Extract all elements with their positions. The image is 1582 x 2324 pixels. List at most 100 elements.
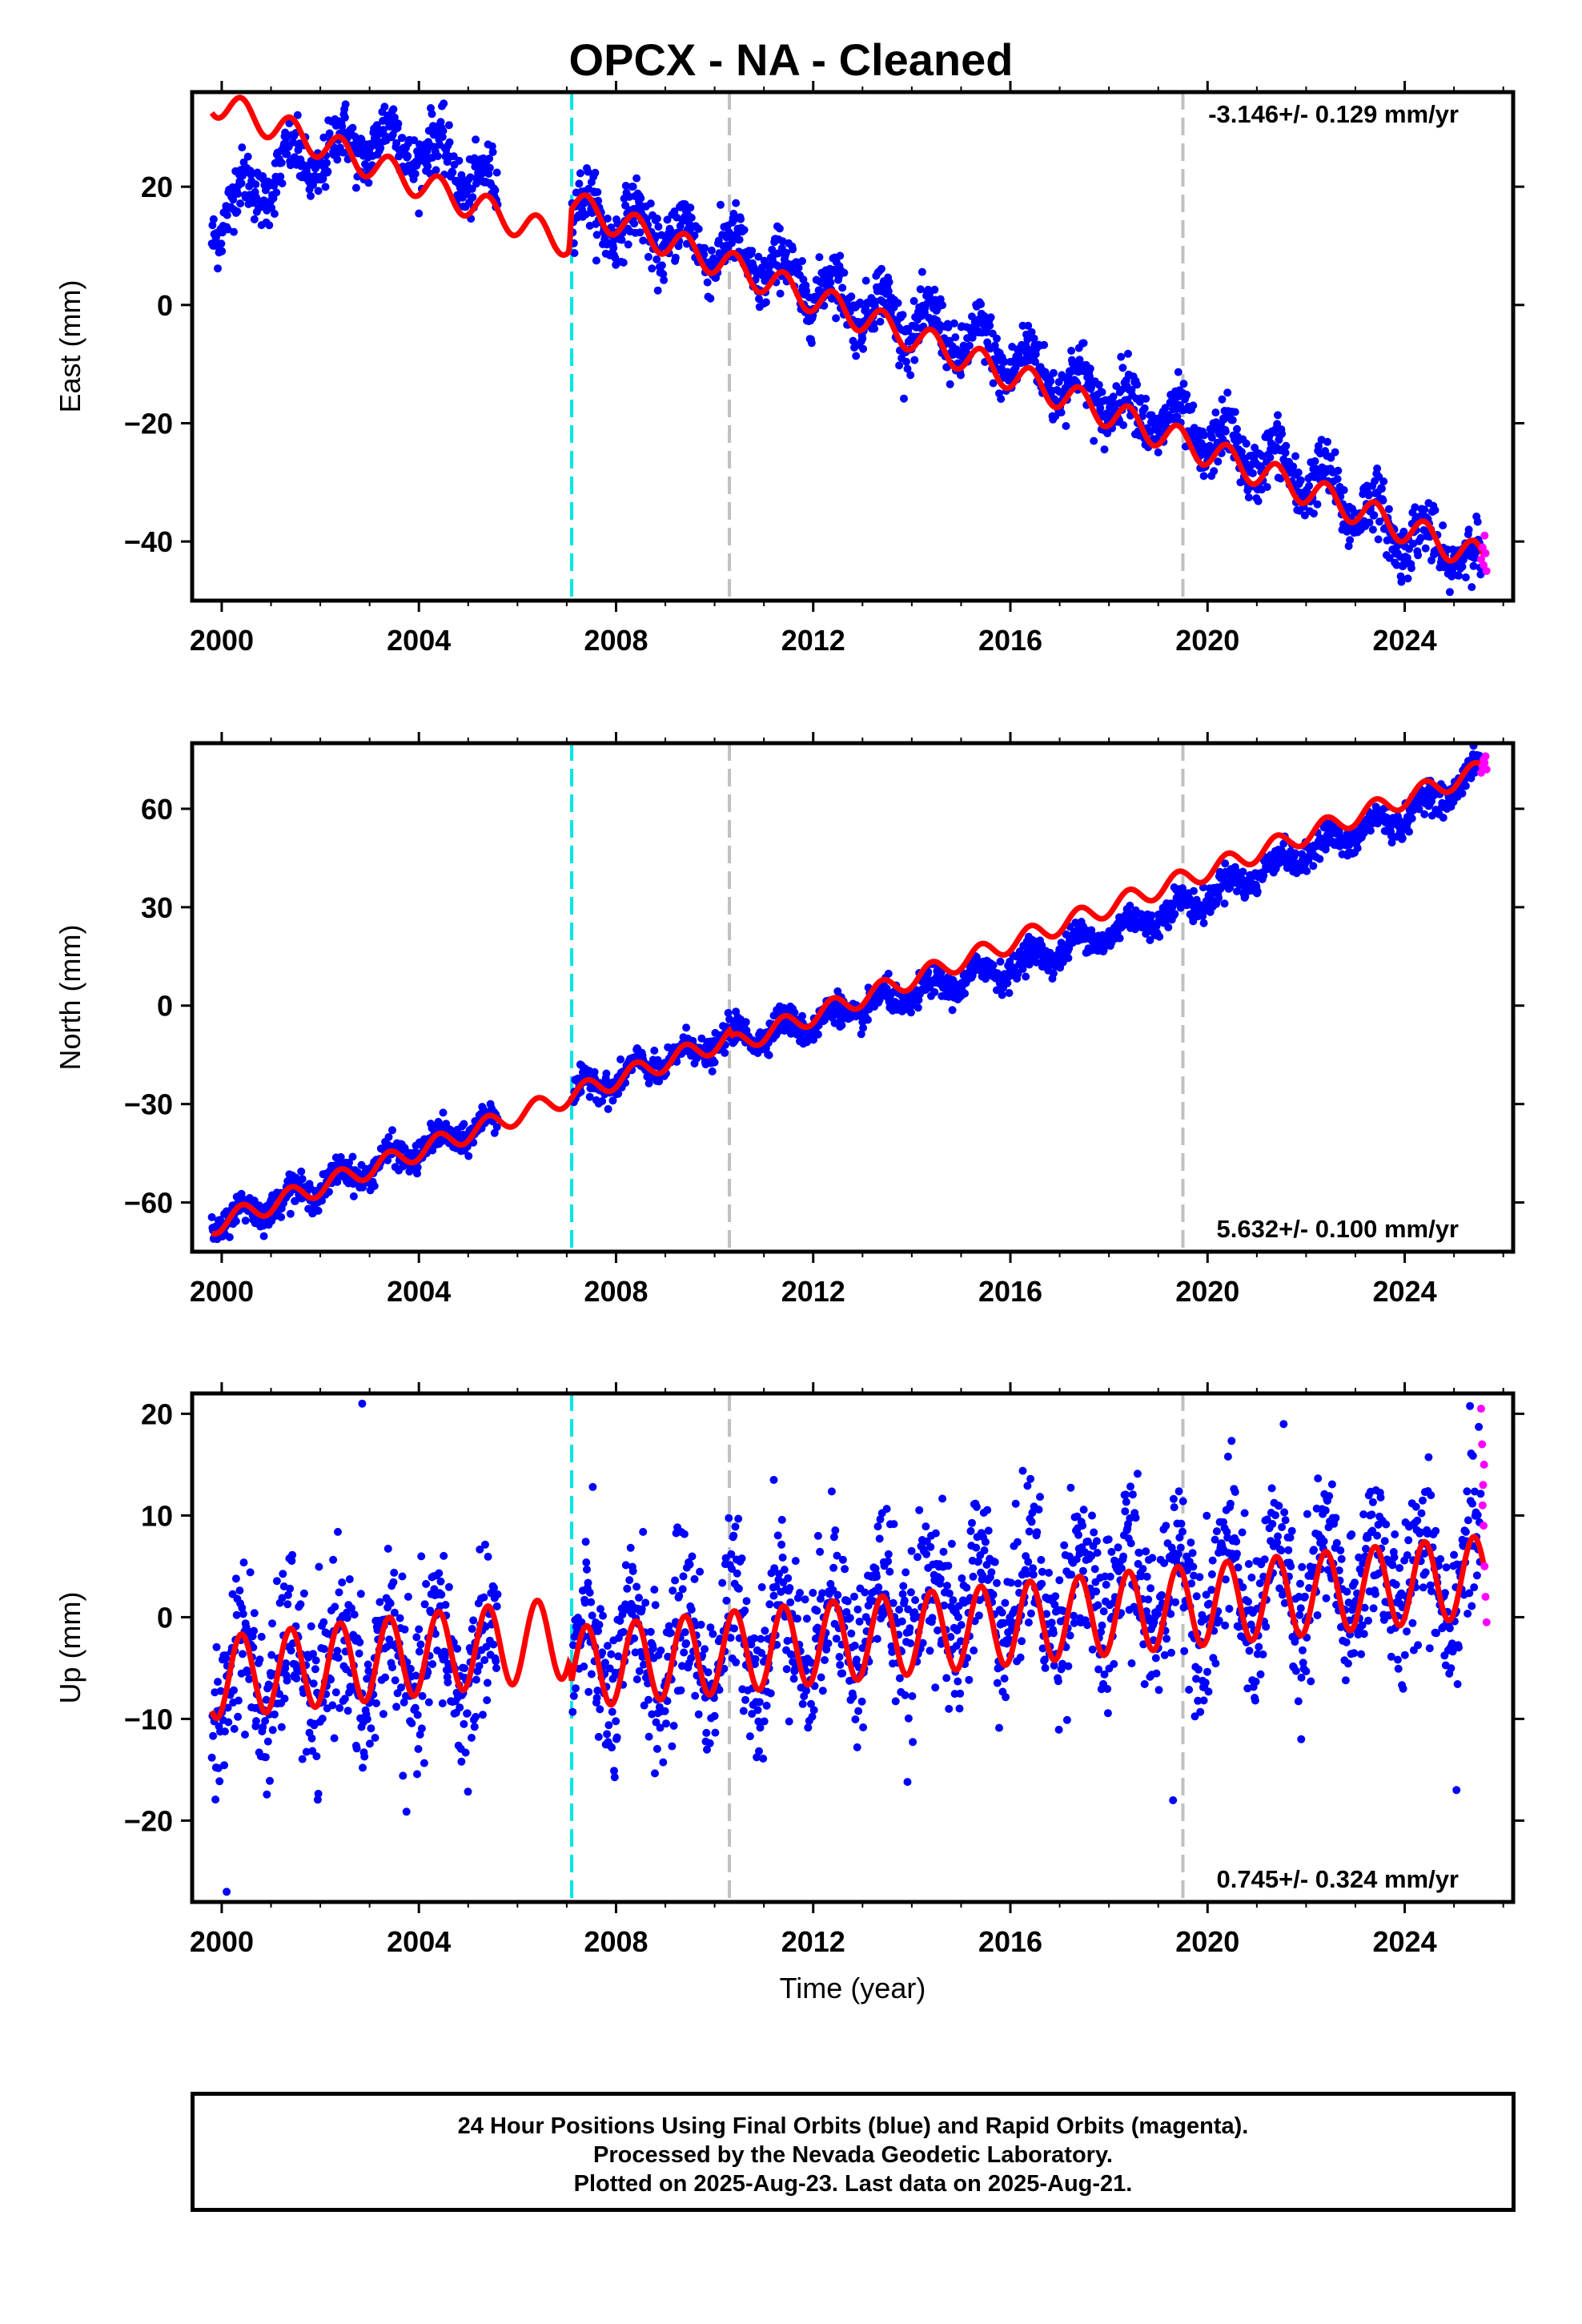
data-point bbox=[1333, 475, 1342, 484]
data-point bbox=[1313, 500, 1322, 509]
data-point bbox=[651, 1601, 660, 1610]
data-point bbox=[1370, 511, 1379, 520]
panel-east: 2000 2004 2008 2012 2016 2020 2024−40−20020Eas… bbox=[54, 81, 1524, 657]
data-point bbox=[968, 333, 977, 342]
data-point bbox=[1062, 422, 1070, 430]
data-point bbox=[323, 159, 331, 167]
data-point bbox=[1079, 339, 1088, 348]
data-point bbox=[1164, 923, 1173, 931]
data-point bbox=[268, 1619, 276, 1628]
data-point bbox=[1281, 448, 1290, 457]
data-point bbox=[340, 1695, 349, 1703]
data-point bbox=[433, 152, 442, 160]
data-point bbox=[1244, 493, 1253, 502]
data-point bbox=[1215, 894, 1223, 903]
data-point bbox=[910, 356, 919, 364]
data-point bbox=[1411, 503, 1419, 512]
data-point bbox=[231, 1217, 240, 1225]
data-point bbox=[318, 1715, 327, 1723]
data-point bbox=[584, 1687, 593, 1696]
data-point bbox=[593, 1687, 602, 1695]
data-point bbox=[687, 1654, 696, 1663]
data-point bbox=[348, 1152, 357, 1161]
data-point bbox=[379, 126, 387, 135]
data-point bbox=[1237, 448, 1246, 456]
data-point bbox=[315, 1562, 323, 1571]
data-point bbox=[700, 250, 709, 259]
data-point bbox=[653, 286, 662, 295]
data-point bbox=[371, 1734, 379, 1742]
data-point bbox=[220, 1727, 229, 1736]
data-point bbox=[1119, 420, 1128, 429]
data-point bbox=[235, 1586, 244, 1595]
data-point bbox=[479, 1711, 487, 1719]
data-point bbox=[968, 312, 976, 321]
data-point bbox=[476, 1545, 484, 1554]
data-point bbox=[435, 1569, 444, 1578]
data-point bbox=[998, 991, 1006, 999]
data-point bbox=[648, 1710, 656, 1719]
data-point bbox=[472, 1675, 480, 1684]
data-point bbox=[397, 1683, 405, 1692]
data-point bbox=[437, 1590, 446, 1599]
data-point bbox=[250, 1609, 259, 1618]
data-point bbox=[464, 1787, 472, 1796]
data-point bbox=[1273, 420, 1282, 428]
data-point bbox=[328, 1701, 337, 1710]
data-point bbox=[229, 195, 238, 204]
data-point bbox=[1231, 408, 1239, 416]
final-orbit-points bbox=[207, 743, 1485, 1244]
data-point bbox=[859, 344, 868, 353]
data-point bbox=[230, 227, 238, 236]
data-point bbox=[211, 1795, 220, 1804]
data-point bbox=[318, 1196, 326, 1205]
data-point bbox=[1443, 611, 1451, 619]
data-point bbox=[475, 1662, 484, 1671]
data-point bbox=[1387, 838, 1396, 847]
data-point bbox=[656, 1723, 665, 1732]
data-point bbox=[1397, 577, 1406, 586]
data-point bbox=[325, 129, 334, 138]
data-point bbox=[489, 1640, 498, 1649]
x-tick-label: 2004 bbox=[387, 624, 451, 657]
data-point bbox=[1233, 424, 1241, 433]
rapid-point bbox=[1481, 752, 1490, 761]
data-point bbox=[1000, 357, 1009, 366]
data-point bbox=[297, 1167, 306, 1176]
data-point bbox=[598, 1097, 607, 1105]
data-point bbox=[706, 1623, 715, 1632]
x-tick-label: 2024 bbox=[1373, 624, 1437, 657]
data-point bbox=[957, 371, 965, 380]
data-point bbox=[982, 975, 990, 983]
data-point bbox=[884, 287, 893, 296]
data-point bbox=[870, 324, 879, 333]
data-point bbox=[417, 1724, 426, 1733]
data-point bbox=[484, 170, 493, 178]
data-point bbox=[231, 1574, 240, 1583]
data-point bbox=[858, 334, 867, 343]
data-point bbox=[288, 1550, 297, 1559]
data-point bbox=[404, 151, 412, 160]
data-point bbox=[690, 1574, 699, 1583]
data-point bbox=[640, 1701, 648, 1710]
data-point bbox=[595, 1620, 604, 1629]
data-point bbox=[603, 1730, 612, 1739]
data-point bbox=[392, 139, 401, 147]
data-point bbox=[413, 1770, 421, 1779]
data-point bbox=[493, 1590, 502, 1598]
data-point bbox=[384, 1132, 393, 1141]
data-point bbox=[951, 333, 960, 342]
data-point bbox=[593, 187, 602, 196]
data-point bbox=[1461, 573, 1470, 581]
data-point bbox=[440, 1551, 448, 1560]
data-point bbox=[1146, 936, 1154, 944]
data-point bbox=[1294, 468, 1303, 476]
data-point bbox=[1049, 368, 1058, 377]
data-point bbox=[276, 172, 285, 181]
data-point bbox=[1005, 989, 1014, 997]
data-point bbox=[262, 1695, 271, 1704]
data-point bbox=[436, 1577, 445, 1586]
data-point bbox=[348, 123, 357, 132]
data-point bbox=[591, 168, 600, 177]
data-point bbox=[997, 395, 1006, 404]
